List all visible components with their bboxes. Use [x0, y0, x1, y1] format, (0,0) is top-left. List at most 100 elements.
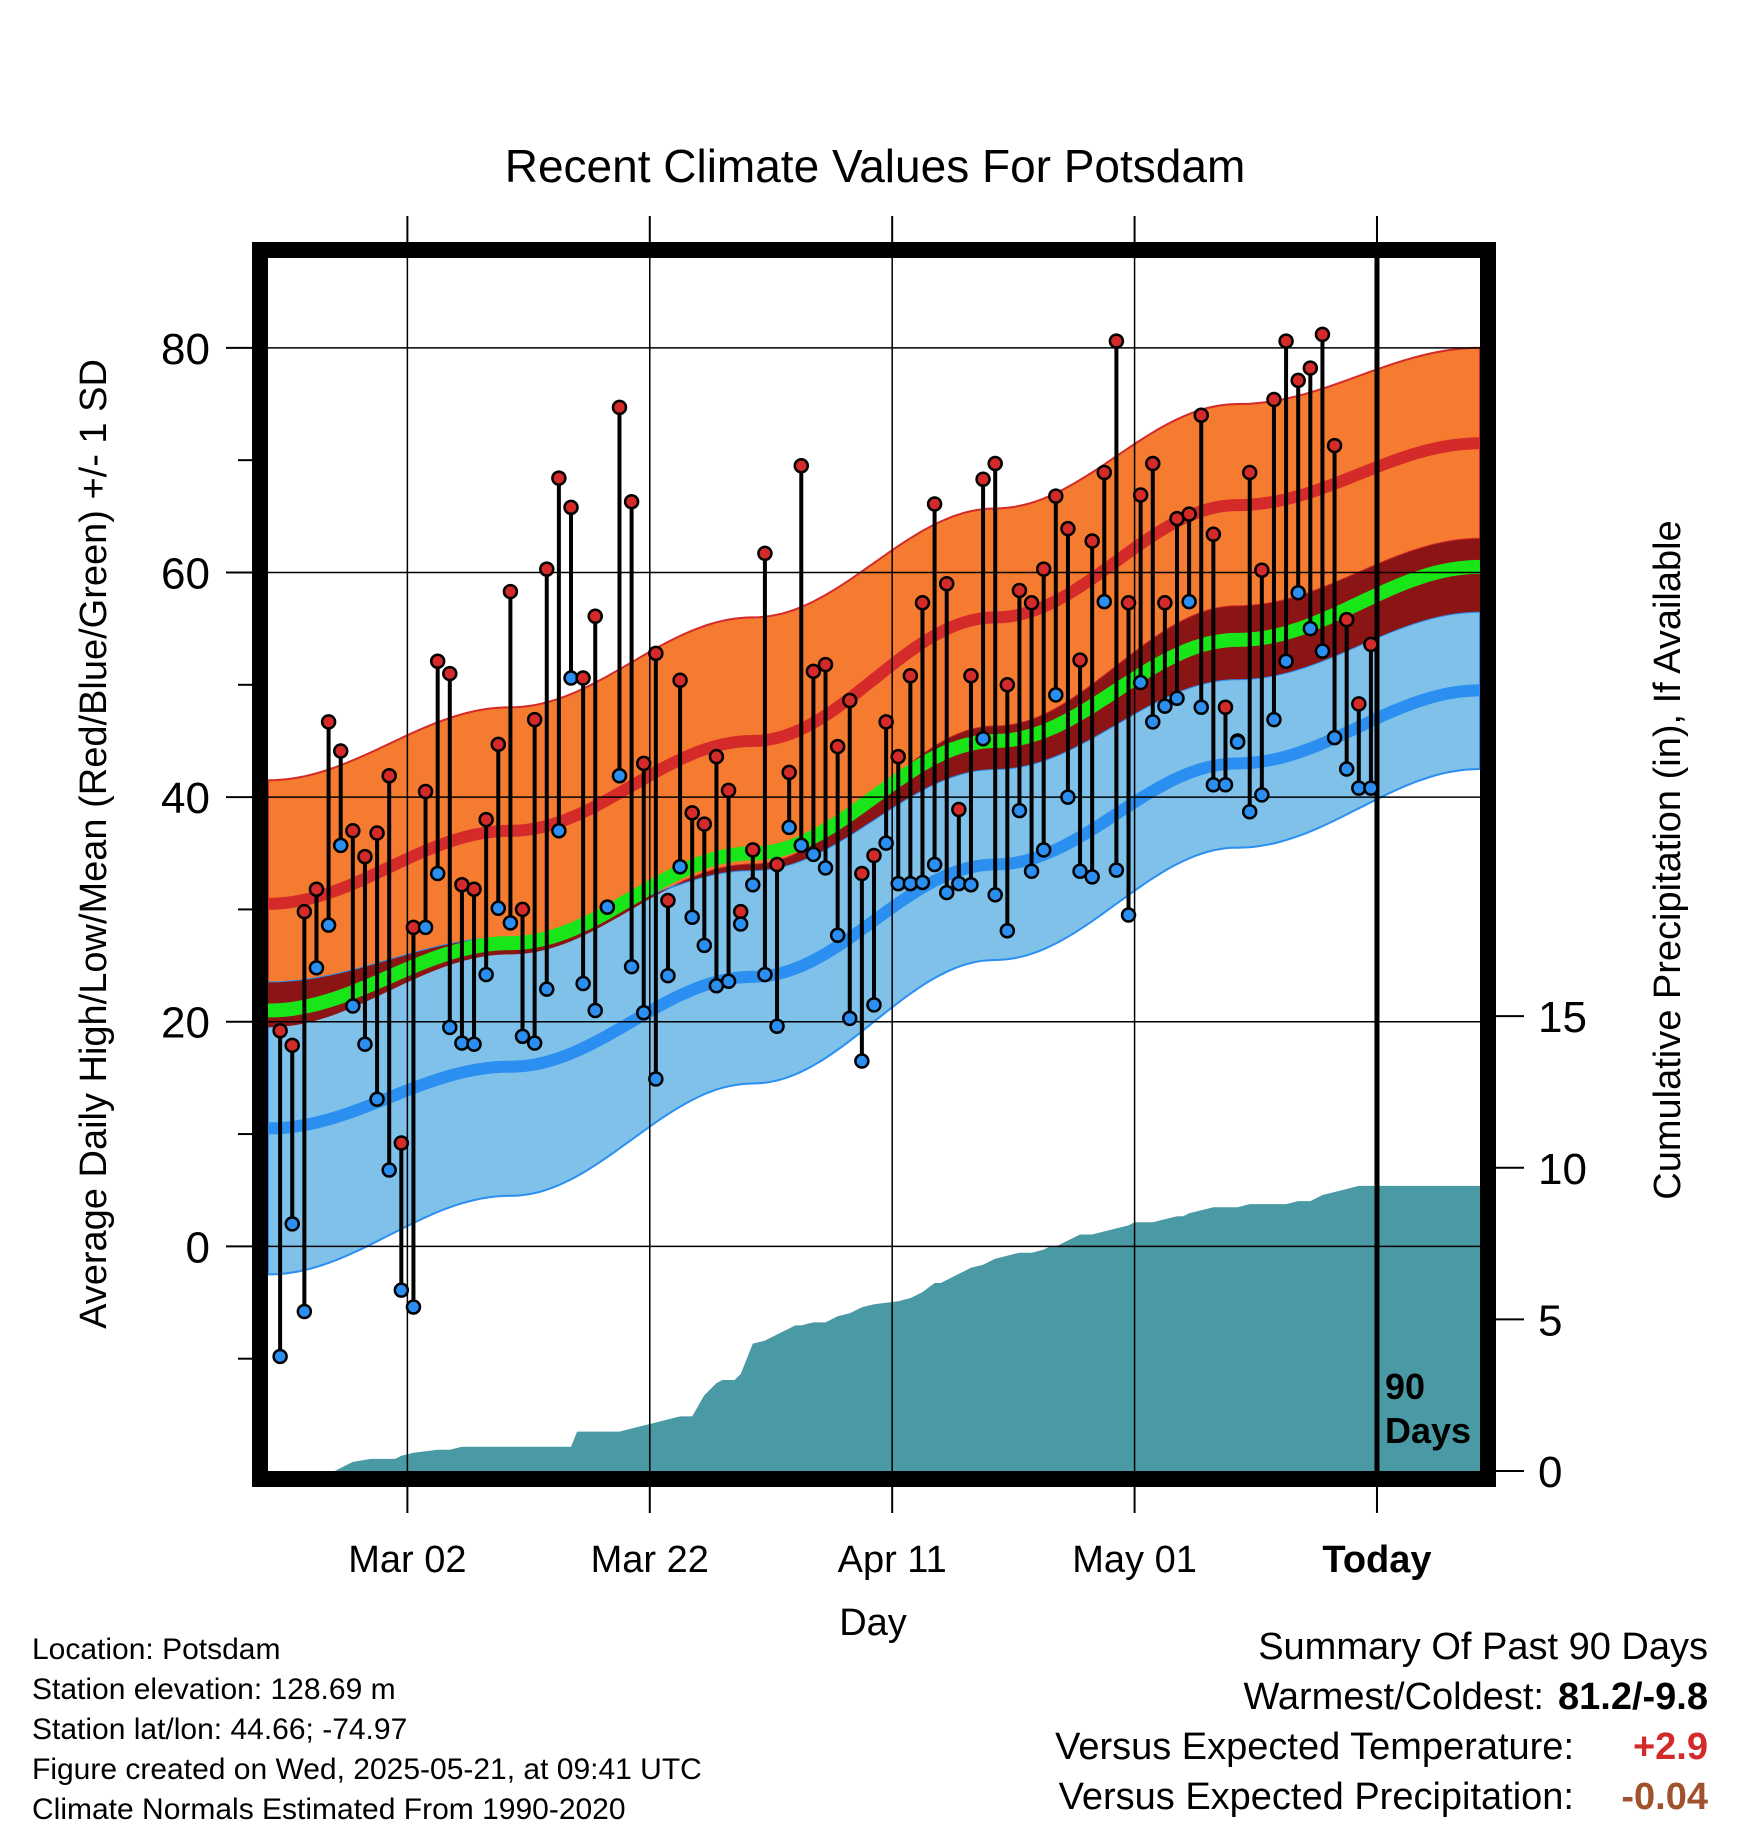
daily-low-point [1314, 643, 1331, 659]
daily-low-point [1072, 863, 1088, 879]
daily-low-point [720, 973, 737, 990]
daily-high-point [732, 903, 749, 920]
warmest-label: Warmest/Coldest: [1243, 1676, 1544, 1718]
daily-high-point [502, 583, 519, 600]
daily-low-point [732, 916, 749, 932]
daily-high-point [466, 881, 482, 897]
daily-low-point [829, 927, 846, 944]
daily-high-point [805, 663, 822, 680]
daily-low-point [1363, 780, 1379, 796]
y-tick-label: 0 [186, 1223, 210, 1272]
daily-high-point [914, 595, 931, 611]
daily-high-point [587, 608, 603, 625]
daily-low-point [345, 998, 361, 1014]
daily-high-point [526, 711, 543, 728]
daily-low-point [672, 858, 688, 875]
daily-low-point [745, 876, 761, 893]
daily-high-point [951, 801, 967, 818]
daily-low-point [1193, 699, 1209, 716]
warmest-value: 81.2/-9.8 [1558, 1676, 1708, 1718]
daily-low-point [357, 1036, 373, 1052]
daily-high-point [1338, 611, 1355, 628]
normal-high-line [268, 437, 1480, 910]
daily-high-point [308, 881, 325, 897]
daily-low-point [1278, 653, 1294, 669]
daily-low-point [1011, 802, 1028, 819]
x-tick-label: Apr 11 [838, 1539, 947, 1581]
daily-high-point [1181, 506, 1197, 522]
daily-low-point [817, 860, 834, 876]
daily-high-point [1314, 326, 1331, 343]
daily-high-point [781, 764, 797, 781]
chart-title: Recent Climate Values For Potsdam [505, 140, 1246, 192]
daily-high-point [987, 455, 1003, 472]
temp-label: Versus Expected Temperature: [1055, 1726, 1574, 1768]
daily-low-point [429, 865, 446, 882]
plot-frame [252, 242, 1496, 1487]
daily-low-point [442, 1019, 458, 1036]
daily-low-point [1096, 593, 1113, 610]
x-tick-label: Today [1322, 1539, 1431, 1581]
y-tick-label: 20 [161, 999, 210, 1048]
daily-low-point [320, 917, 337, 933]
daily-low-point [514, 1028, 531, 1045]
y-tick-label: 80 [161, 325, 210, 374]
summary-precip-row: Versus Expected Precipitation: -0.04 [1055, 1772, 1708, 1822]
daily-high-point [1266, 391, 1282, 408]
daily-high-point [999, 677, 1016, 693]
daily-low-point [866, 997, 882, 1013]
daily-high-point [332, 743, 349, 759]
y2-tick-label: 10 [1538, 1145, 1587, 1194]
cumulative-precip-area [268, 1185, 1480, 1471]
summary-panel: Summary Of Past 90 Days Warmest/Coldest:… [1055, 1622, 1708, 1822]
daily-low-point [1023, 863, 1040, 879]
daily-low-point [1326, 729, 1343, 746]
daily-low-point [369, 1091, 385, 1107]
x-tick-label: May 01 [1072, 1539, 1197, 1581]
daily-low-point [914, 874, 931, 891]
daily-high-point [1351, 696, 1367, 712]
daily-low-point [1035, 842, 1052, 858]
daily-low-point [854, 1053, 870, 1069]
y-axis-label: Average Daily High/Low/Mean (Red/Blue/Gr… [73, 359, 115, 1329]
daily-high-point [1326, 437, 1343, 454]
daily-low-point [575, 975, 591, 992]
daily-low-point [1241, 803, 1258, 820]
days-label-text: Days [1385, 1410, 1471, 1451]
daily-high-point [1060, 520, 1076, 537]
daily-low-point [757, 966, 773, 983]
daily-low-point [1132, 674, 1149, 691]
daily-high-point [1193, 407, 1209, 423]
daily-high-point [975, 471, 991, 488]
daily-low-point [1145, 714, 1161, 730]
daily-high-point [1205, 526, 1222, 543]
daily-low-point [1254, 787, 1270, 803]
daily-low-point [1084, 869, 1100, 885]
y2-axis-label: Cumulative Precipitation (in), If Availa… [1647, 520, 1689, 1199]
daily-low-point [1302, 620, 1319, 637]
daily-high-point [1145, 455, 1161, 472]
temp-value: +2.9 [1632, 1726, 1708, 1768]
daily-low-point [1157, 698, 1173, 714]
daily-low-point [781, 819, 797, 836]
daily-low-point [635, 1005, 652, 1021]
daily-high-point [878, 714, 894, 730]
station-info: Location: Potsdam Station elevation: 128… [32, 1630, 702, 1830]
daily-high-point [696, 816, 713, 832]
daily-high-point [902, 668, 919, 684]
location-text: Location: Potsdam [32, 1633, 281, 1666]
daily-high-point [296, 903, 313, 920]
daily-high-point [381, 768, 397, 784]
daily-high-point [442, 665, 458, 682]
daily-low-point [551, 823, 567, 839]
daily-high-point [938, 575, 955, 592]
daily-low-point [1229, 734, 1246, 750]
x-tick-label: Mar 02 [348, 1539, 466, 1581]
elevation-text: Station elevation: 128.69 m [32, 1673, 396, 1706]
daily-high-point [829, 738, 846, 755]
daily-high-point [1241, 464, 1258, 481]
daily-low-point [999, 923, 1016, 939]
daily-high-point [623, 493, 640, 510]
daily-high-point [563, 499, 579, 516]
daily-low-point [405, 1299, 422, 1315]
